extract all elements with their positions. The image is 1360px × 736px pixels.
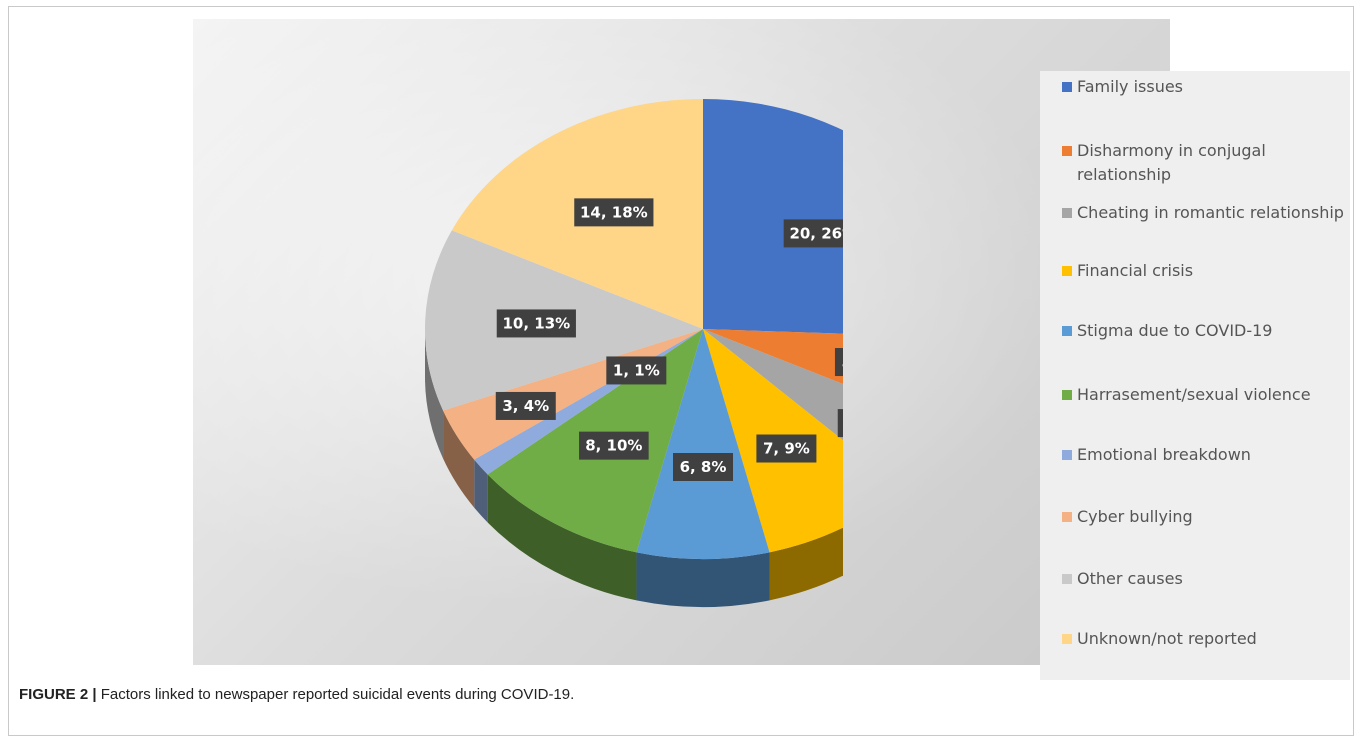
data-label-7: 1, 1% [613,361,660,379]
legend-swatch-2 [1062,146,1072,156]
data-label-bg-8 [495,391,556,420]
data-label-bg-6 [579,431,649,460]
caption-text: Factors linked to newspaper reported sui… [100,686,575,703]
legend-swatch-7 [1062,450,1072,460]
pie-side-9 [425,329,444,459]
data-label-10: 14, 18% [580,203,648,221]
pie-slice-1 [703,99,843,334]
pie-side-6 [487,474,637,601]
pie-side-5 [636,552,770,607]
pie-slice-3 [703,329,843,441]
legend-label-4: Financial crisis [1077,261,1194,280]
legend-label-7: Emotional breakdown [1077,445,1251,464]
data-label-bg-10 [574,198,654,227]
legend-label-9: Other causes [1077,569,1183,588]
data-label-1: 20, 26% [789,224,843,242]
legend-swatch-5 [1062,326,1072,336]
legend-label-3: Cheating in romantic relationship [1077,203,1344,222]
pie-side-8 [443,410,475,508]
legend-label-2: Disharmony in conjugal relationship [1077,141,1266,184]
legend-item-9: Other causes [1062,567,1352,591]
data-labels: 20, 26%5, 6%4, 5%7, 9%6, 8%8, 10%1, 1%3,… [495,198,843,481]
legend-item-1: Family issues [1062,75,1352,99]
data-label-bg-5 [673,453,733,481]
data-label-5: 6, 8% [680,458,727,476]
legend-item-8: Cyber bullying [1062,505,1352,529]
legend-swatch-3 [1062,208,1072,218]
data-label-bg-3 [837,409,843,438]
data-label-2: 5, 6% [842,353,843,371]
legend-label-6: Harrasement/sexual violence [1077,385,1311,404]
legend-swatch-6 [1062,390,1072,400]
legend-item-6: Harrasement/sexual violence [1062,383,1352,407]
legend-swatch-4 [1062,266,1072,276]
data-label-4: 7, 9% [763,440,810,458]
figure-label: FIGURE 2 | [19,686,97,703]
pie-side-4 [769,527,843,601]
pie-side-7 [474,459,488,523]
legend-swatch-10 [1062,634,1072,644]
legend-item-7: Emotional breakdown [1062,443,1352,467]
legend-label-8: Cyber bullying [1077,507,1193,526]
pie-side-walls [425,329,843,607]
data-label-bg-7 [606,356,667,385]
data-label-bg-4 [756,434,817,463]
chart-legend: Family issues Disharmony in conjugal rela… [1040,71,1350,680]
data-label-9: 10, 13% [502,314,570,332]
data-label-bg-9 [496,309,576,338]
data-label-8: 3, 4% [502,397,549,415]
legend-swatch-8 [1062,512,1072,522]
chart-panel: 20, 26%5, 6%4, 5%7, 9%6, 8%8, 10%1, 1%3,… [193,19,1350,680]
legend-swatch-1 [1062,82,1072,92]
pie-slice-2 [703,329,843,384]
legend-label-10: Unknown/not reported [1077,629,1257,648]
legend-item-4: Financial crisis [1062,259,1352,283]
legend-item-10: Unknown/not reported [1062,627,1352,651]
legend-item-3: Cheating in romantic relationship [1062,201,1352,225]
data-label-bg-1 [783,219,843,248]
legend-item-5: Stigma due to COVID-19 [1062,319,1352,343]
legend-label-5: Stigma due to COVID-19 [1077,321,1273,340]
legend-swatch-9 [1062,574,1072,584]
legend-item-2: Disharmony in conjugal relationship [1062,139,1352,187]
pie-slice-5 [636,329,770,559]
legend-label-1: Family issues [1077,77,1184,96]
figure-caption: FIGURE 2 | Factors linked to newspaper r… [19,686,1319,703]
pie-chart: 20, 26%5, 6%4, 5%7, 9%6, 8%8, 10%1, 1%3,… [425,99,843,607]
data-label-bg-2 [834,348,843,377]
data-label-6: 8, 10% [585,437,642,455]
